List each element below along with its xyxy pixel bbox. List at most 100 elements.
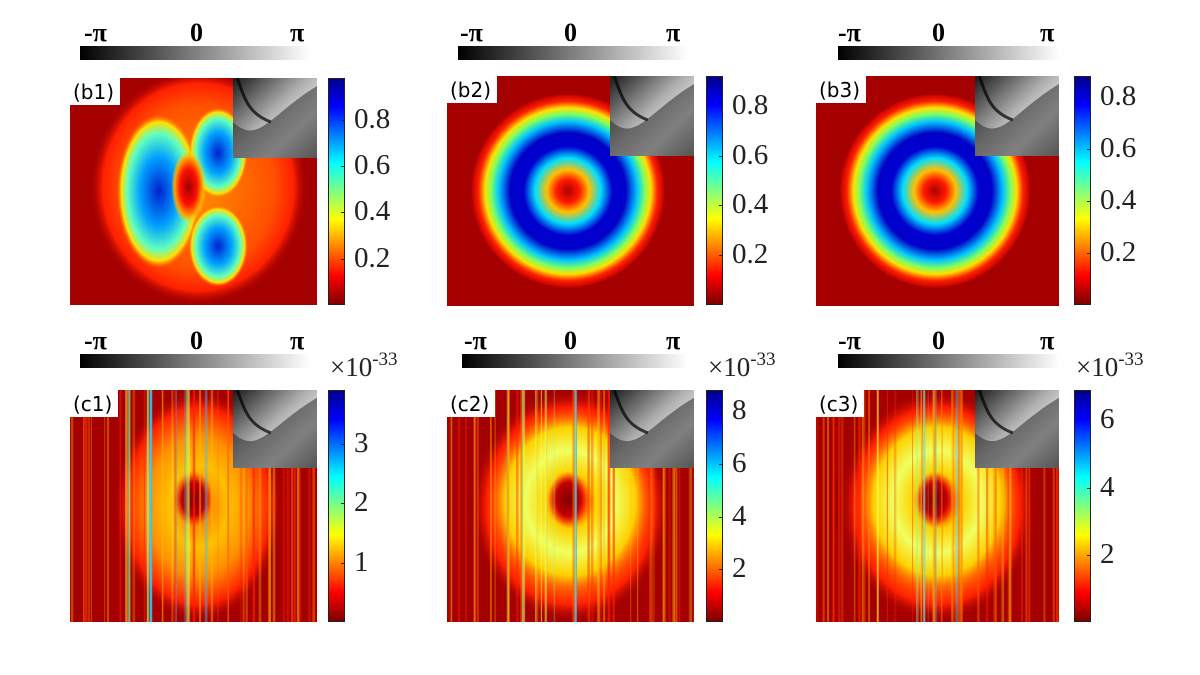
phase-colorbar bbox=[838, 354, 1060, 368]
noise-streak bbox=[822, 390, 825, 622]
phase-colorbar bbox=[462, 354, 688, 368]
colorbar-tick-mark bbox=[719, 105, 723, 107]
noise-streak bbox=[242, 390, 245, 622]
noise-streak bbox=[1008, 390, 1012, 622]
noise-streak bbox=[291, 390, 294, 622]
noise-streak bbox=[107, 390, 109, 622]
noise-streak bbox=[955, 390, 957, 622]
noise-streak bbox=[993, 390, 996, 622]
noise-streak bbox=[608, 390, 611, 622]
phase-mid-label: 0 bbox=[190, 18, 203, 47]
noise-streak bbox=[520, 390, 523, 622]
colorbar-tick-mark bbox=[341, 212, 345, 214]
phase-max-label: π bbox=[1040, 326, 1055, 355]
phase-inset bbox=[233, 78, 317, 158]
noise-streak bbox=[465, 390, 467, 622]
noise-streak bbox=[171, 390, 174, 622]
noise-streak bbox=[572, 390, 575, 622]
colorbar-tick-label: 0.6 bbox=[732, 138, 769, 171]
phase-inset bbox=[975, 390, 1059, 468]
colorbar-tick-mark bbox=[1087, 487, 1091, 489]
phase-singularity-branch bbox=[610, 84, 694, 156]
phase-singularity-branch bbox=[233, 86, 317, 158]
noise-streak bbox=[536, 390, 539, 622]
colorbar-tick-mark bbox=[1087, 554, 1091, 556]
phase-cut-line bbox=[612, 390, 649, 435]
noise-streak bbox=[674, 390, 677, 622]
noise-streak bbox=[245, 390, 248, 622]
noise-streak bbox=[1029, 390, 1031, 622]
noise-streak bbox=[507, 390, 509, 622]
phase-inset-container bbox=[975, 76, 1059, 156]
noise-streak bbox=[612, 390, 615, 622]
noise-streak bbox=[308, 390, 311, 622]
phase-mid-label: 0 bbox=[190, 326, 203, 355]
phase-colorbar bbox=[838, 46, 1060, 60]
colorbar-tick-mark bbox=[341, 443, 345, 445]
noise-streak bbox=[1025, 390, 1028, 622]
noise-streak bbox=[941, 390, 943, 622]
intensity-colorbar bbox=[328, 78, 345, 305]
noise-streak bbox=[474, 390, 476, 622]
noise-streak bbox=[952, 390, 955, 622]
phase-min-label: -π bbox=[84, 326, 107, 355]
colorbar-tick-label: 0.2 bbox=[732, 238, 769, 271]
colorbar-tick-label: 0.4 bbox=[1100, 183, 1137, 216]
noise-streak bbox=[669, 390, 671, 622]
heatmap-panel-b1: (b1) bbox=[70, 78, 317, 305]
phase-max-label: π bbox=[290, 326, 305, 355]
colorbar-tick-mark bbox=[719, 155, 723, 157]
noise-streak bbox=[457, 390, 461, 622]
colorbar-tick-label: 0.6 bbox=[1100, 131, 1137, 164]
noise-streak bbox=[71, 390, 73, 622]
colorbar-tick-mark bbox=[719, 205, 723, 207]
colorbar-tick-label: 2 bbox=[1100, 537, 1115, 570]
noise-streak bbox=[603, 390, 606, 622]
noise-streak bbox=[1052, 390, 1055, 622]
noise-streak bbox=[540, 390, 543, 622]
phase-mid-label: 0 bbox=[564, 18, 577, 47]
noise-streak bbox=[296, 390, 300, 622]
noise-streak bbox=[599, 390, 602, 622]
phase-inset-container bbox=[233, 390, 317, 468]
noise-streak bbox=[927, 390, 929, 622]
phase-cut-line bbox=[235, 390, 272, 435]
phase-mid-label: 0 bbox=[932, 18, 945, 47]
colorbar-tick-mark bbox=[1087, 200, 1091, 202]
colorbar-tick-mark bbox=[341, 166, 345, 168]
phase-min-label: -π bbox=[460, 18, 483, 47]
phase-inset bbox=[610, 390, 694, 468]
noise-streak bbox=[591, 390, 594, 622]
noise-streak bbox=[912, 390, 913, 622]
phase-inset bbox=[610, 76, 694, 156]
phase-max-label: π bbox=[1040, 18, 1055, 47]
noise-streak bbox=[664, 390, 666, 622]
noise-streak bbox=[294, 390, 296, 622]
intensity-lobe bbox=[188, 205, 248, 287]
noise-streak bbox=[923, 390, 926, 622]
colorbar-tick-mark bbox=[341, 562, 345, 564]
phase-min-label: -π bbox=[84, 18, 107, 47]
noise-streak bbox=[864, 390, 866, 622]
noise-streak bbox=[956, 390, 959, 622]
noise-streak bbox=[861, 390, 864, 622]
noise-streak bbox=[1043, 390, 1046, 622]
noise-streak bbox=[185, 390, 188, 622]
colorbar-tick-mark bbox=[719, 463, 723, 465]
intensity-colorbar bbox=[328, 390, 345, 622]
noise-streak bbox=[662, 390, 665, 622]
colorbar-tick-label: 1 bbox=[354, 545, 369, 578]
noise-streak bbox=[217, 390, 219, 622]
noise-streak bbox=[1027, 390, 1030, 622]
phase-singularity-branch bbox=[610, 397, 694, 468]
noise-streak bbox=[473, 390, 476, 622]
intensity-lobe bbox=[116, 114, 201, 269]
heatmap-panel-c3: (c3) bbox=[816, 390, 1059, 622]
colorbar-tick-mark bbox=[1087, 420, 1091, 422]
noise-streak bbox=[125, 390, 128, 622]
phase-inset-container bbox=[975, 390, 1059, 468]
noise-streak bbox=[816, 390, 819, 622]
noise-streak bbox=[506, 390, 508, 622]
phase-inset-container bbox=[610, 76, 694, 156]
noise-streak bbox=[193, 390, 196, 622]
